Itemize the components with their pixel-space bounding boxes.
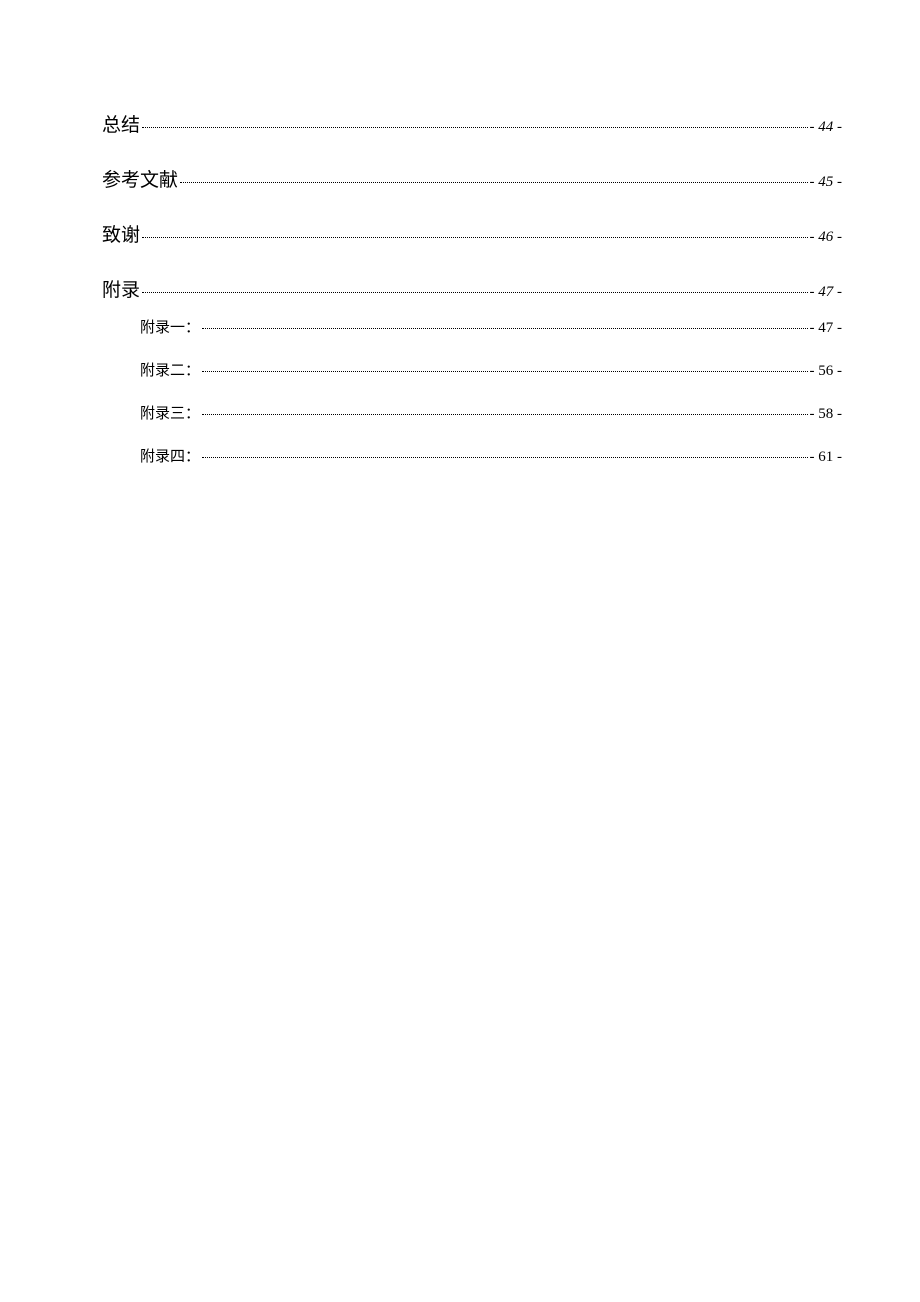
toc-entry-references: 参考文献 - 45 - — [102, 165, 842, 192]
toc-leader — [202, 457, 807, 458]
toc-entry-appendix-2: 附录二： - 56 - — [140, 359, 842, 380]
toc-leader — [142, 237, 807, 238]
toc-leader — [202, 328, 807, 329]
toc-entry-summary: 总结 - 44 - — [102, 110, 842, 137]
toc-page: - 47 - — [810, 284, 843, 301]
toc-title: 附录四： — [140, 445, 200, 466]
toc-entry-appendix-4: 附录四： - 61 - — [140, 445, 842, 466]
toc-page: - 47 - — [810, 320, 843, 337]
toc-page: - 56 - — [810, 363, 843, 380]
toc-leader — [202, 371, 807, 372]
toc-page: - 45 - — [810, 174, 843, 191]
toc-leader — [180, 182, 807, 183]
toc-title: 参考文献 — [102, 165, 178, 192]
toc-page: - 61 - — [810, 449, 843, 466]
toc-leader — [202, 414, 807, 415]
toc-title: 附录三： — [140, 402, 200, 423]
toc-entry-appendix-3: 附录三： - 58 - — [140, 402, 842, 423]
toc-page: - 58 - — [810, 406, 843, 423]
toc-entry-appendix-1: 附录一： - 47 - — [140, 316, 842, 337]
toc-leader — [142, 292, 807, 293]
toc-title: 附录 — [102, 275, 140, 302]
toc-entry-acknowledgement: 致谢 - 46 - — [102, 220, 842, 247]
toc-page: - 46 - — [810, 229, 843, 246]
document-page: 总结 - 44 - 参考文献 - 45 - 致谢 - 46 - 附录 - 47 … — [0, 0, 920, 1302]
toc-title: 总结 — [102, 110, 140, 137]
toc-entry-appendix: 附录 - 47 - — [102, 275, 842, 302]
toc-title: 附录一： — [140, 316, 200, 337]
toc-title: 附录二： — [140, 359, 200, 380]
toc-page: - 44 - — [810, 119, 843, 136]
toc-leader — [142, 127, 807, 128]
toc-title: 致谢 — [102, 220, 140, 247]
